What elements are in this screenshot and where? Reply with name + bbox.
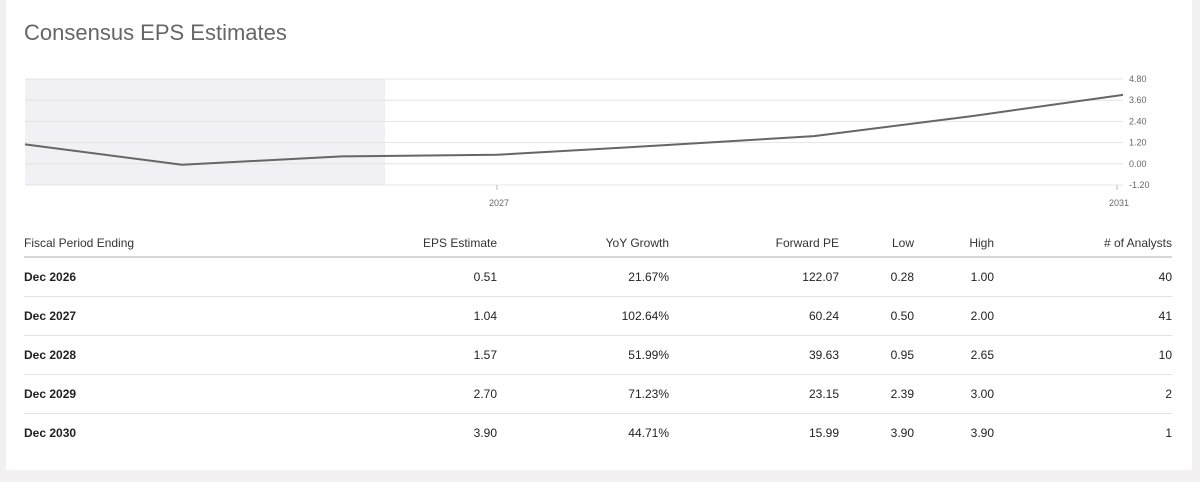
cell-yoy-growth: 71.23%	[497, 374, 669, 414]
cell-forward-pe: 15.99	[808, 426, 839, 440]
historical-band	[25, 79, 385, 185]
cell-yoy-growth: 21.67%	[497, 257, 669, 297]
header-analysts[interactable]: # of Analysts	[994, 230, 1172, 258]
x-tick-label: 2031	[1109, 198, 1129, 208]
cell-analysts: 41	[994, 296, 1172, 336]
cell-analysts: 2	[994, 374, 1172, 414]
cell-eps-estimate: 1.57	[164, 335, 497, 375]
cell-forward-pe: 60.24	[669, 296, 839, 336]
cell-low: 0.95	[839, 335, 914, 375]
cell-low: 0.28	[839, 257, 914, 297]
table-row: Dec 2028 1.57 51.99% 39.63 0.95 2.65 10	[24, 335, 1172, 375]
cell-period: Dec 2028	[24, 335, 164, 375]
y-tick-label: -1.20	[1129, 180, 1150, 190]
cell-high: 1.00	[914, 257, 994, 297]
cell-analysts: 1	[1165, 426, 1172, 440]
cell-period: Dec 2030	[24, 426, 77, 440]
cell-analysts: 10	[994, 335, 1172, 375]
cell-forward-pe: 39.63	[669, 335, 839, 375]
cell-period: Dec 2027	[24, 296, 164, 336]
header-fiscal-period[interactable]: Fiscal Period Ending	[24, 230, 164, 258]
x-tick-label: 2027	[489, 198, 509, 208]
eps-estimates-table: Fiscal Period Ending EPS Estimate YoY Gr…	[24, 230, 1172, 452]
header-yoy-growth[interactable]: YoY Growth	[497, 230, 669, 258]
eps-estimates-card: Consensus EPS Estimates 4.80 3.60 2.40 1.20…	[6, 0, 1192, 470]
cell-low: 0.50	[839, 296, 914, 336]
table-row: Dec 2026 0.51 21.67% 122.07 0.28 1.00 40	[24, 257, 1172, 297]
header-low[interactable]: Low	[839, 230, 914, 258]
table-row: Dec 2030 3.90 44.71% 15.99 3.90 3.90 1	[24, 414, 1172, 453]
table-row: Dec 2029 2.70 71.23% 23.15 2.39 3.00 2	[24, 374, 1172, 414]
cell-high: 3.00	[914, 374, 994, 414]
cell-low: 3.90	[890, 426, 914, 440]
page-title: Consensus EPS Estimates	[24, 20, 287, 45]
cell-low: 2.39	[839, 374, 914, 414]
table-header-row: Fiscal Period Ending EPS Estimate YoY Gr…	[24, 230, 1172, 258]
cell-forward-pe: 122.07	[669, 257, 839, 297]
cell-eps-estimate: 2.70	[164, 374, 497, 414]
table-row: Dec 2027 1.04 102.64% 60.24 0.50 2.00 41	[24, 296, 1172, 336]
header-forward-pe[interactable]: Forward PE	[669, 230, 839, 258]
cell-yoy-growth: 102.64%	[497, 296, 669, 336]
cell-eps-estimate: 1.04	[164, 296, 497, 336]
cell-yoy-growth: 44.71%	[628, 426, 669, 440]
y-tick-label: 3.60	[1129, 95, 1147, 105]
cell-high: 2.00	[914, 296, 994, 336]
eps-line-chart: 4.80 3.60 2.40 1.20 0.00 -1.20 2027 2031	[24, 74, 1150, 208]
cell-high: 2.65	[914, 335, 994, 375]
y-tick-label: 4.80	[1129, 74, 1147, 84]
cell-forward-pe: 23.15	[669, 374, 839, 414]
y-tick-label: 2.40	[1129, 116, 1147, 126]
header-eps-estimate[interactable]: EPS Estimate	[164, 230, 497, 258]
cell-period: Dec 2029	[24, 374, 164, 414]
cell-high: 3.90	[970, 426, 994, 440]
header-high[interactable]: High	[914, 230, 994, 258]
y-tick-label: 0.00	[1129, 159, 1147, 169]
cell-eps-estimate: 0.51	[164, 257, 497, 297]
cell-eps-estimate: 3.90	[473, 426, 497, 440]
y-tick-label: 1.20	[1129, 138, 1147, 148]
cell-analysts: 40	[994, 257, 1172, 297]
eps-line	[24, 93, 1124, 166]
cell-period: Dec 2026	[24, 257, 164, 297]
cell-yoy-growth: 51.99%	[497, 335, 669, 375]
